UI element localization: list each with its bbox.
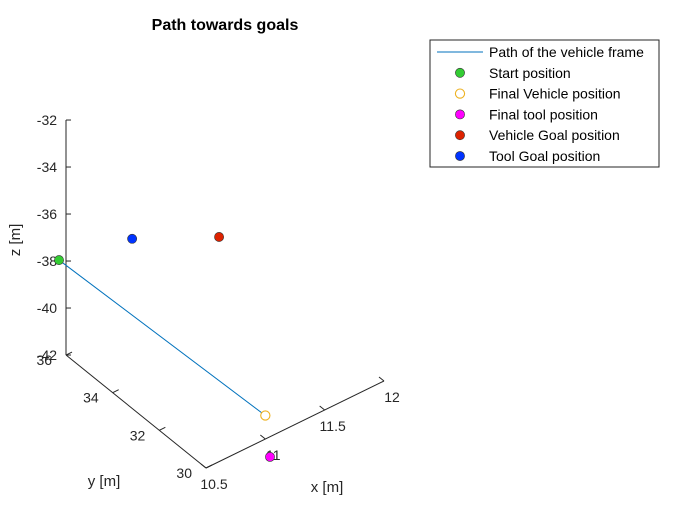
x-axis-line bbox=[205, 380, 385, 469]
z-tick-label: -40 bbox=[37, 300, 57, 316]
y-tick-mark bbox=[205, 464, 213, 469]
x-tick-label: 12 bbox=[384, 389, 400, 405]
y-tick-label: 32 bbox=[130, 427, 146, 443]
legend-swatch-marker bbox=[455, 109, 465, 120]
legend-item[interactable]: Final tool position bbox=[455, 106, 598, 122]
x-tick-mark bbox=[260, 434, 266, 440]
z-ticks: -32 -34 -36 -38 -40 -42 bbox=[37, 112, 72, 363]
z-tick-label: -34 bbox=[37, 159, 57, 175]
x-tick-mark bbox=[319, 405, 325, 411]
x-tick-mark bbox=[378, 376, 385, 382]
legend-label: Start position bbox=[489, 65, 571, 81]
z-tick-label: -38 bbox=[37, 253, 57, 269]
legend-swatch-marker bbox=[455, 67, 465, 78]
legend-item[interactable]: Final Vehicle position bbox=[454, 86, 621, 102]
data-point-marker bbox=[265, 451, 275, 462]
x-axis-label: x [m] bbox=[311, 479, 344, 496]
y-tick-mark bbox=[65, 351, 73, 356]
data-point-marker bbox=[214, 232, 224, 242]
y-axis-line bbox=[65, 354, 207, 469]
z-tick-label: -32 bbox=[37, 112, 57, 128]
axes bbox=[65, 120, 385, 469]
legend-swatch-marker bbox=[454, 88, 466, 99]
y-tick-mark bbox=[112, 389, 119, 394]
z-tick-label: -36 bbox=[37, 206, 57, 222]
y-tick-label: 30 bbox=[176, 465, 192, 481]
series-line-path bbox=[58, 259, 266, 416]
legend[interactable]: Path of the vehicle frame Start position F… bbox=[429, 39, 660, 168]
x-ticks: 10.51111.512 bbox=[200, 376, 400, 492]
legend-label: Path of the vehicle frame bbox=[489, 44, 644, 60]
legend-label: Final tool position bbox=[489, 106, 598, 122]
y-axis-label: y [m] bbox=[88, 473, 121, 490]
y-tick-label: 34 bbox=[83, 390, 99, 406]
legend-item[interactable]: Vehicle Goal position bbox=[455, 127, 620, 143]
legend-swatch-marker bbox=[455, 151, 465, 161]
y-ticks: 30 32 34 36 bbox=[36, 351, 213, 481]
legend-label: Final Vehicle position bbox=[489, 86, 621, 102]
legend-label: Vehicle Goal position bbox=[489, 127, 620, 143]
y-tick-mark bbox=[159, 426, 166, 431]
legend-label: Tool Goal position bbox=[489, 148, 600, 164]
x-tick-label: 10.5 bbox=[200, 476, 227, 492]
data-point-marker bbox=[260, 410, 271, 421]
y-tick-label: 36 bbox=[36, 352, 52, 368]
x-tick-mark bbox=[200, 463, 207, 469]
legend-item[interactable]: Start position bbox=[455, 65, 571, 81]
z-tick-label: -42 bbox=[37, 347, 57, 363]
chart-title: Path towards goals bbox=[152, 17, 299, 34]
z-axis-label: z [m] bbox=[7, 224, 24, 257]
data-point-marker bbox=[127, 233, 138, 244]
plot-layer bbox=[54, 232, 275, 462]
legend-swatch-marker bbox=[455, 130, 465, 141]
legend-item[interactable]: Tool Goal position bbox=[455, 148, 600, 164]
legend-box bbox=[429, 39, 660, 168]
legend-item[interactable]: Path of the vehicle frame bbox=[437, 44, 644, 60]
x-tick-label: 11.5 bbox=[320, 418, 346, 434]
data-point-marker bbox=[54, 255, 64, 265]
